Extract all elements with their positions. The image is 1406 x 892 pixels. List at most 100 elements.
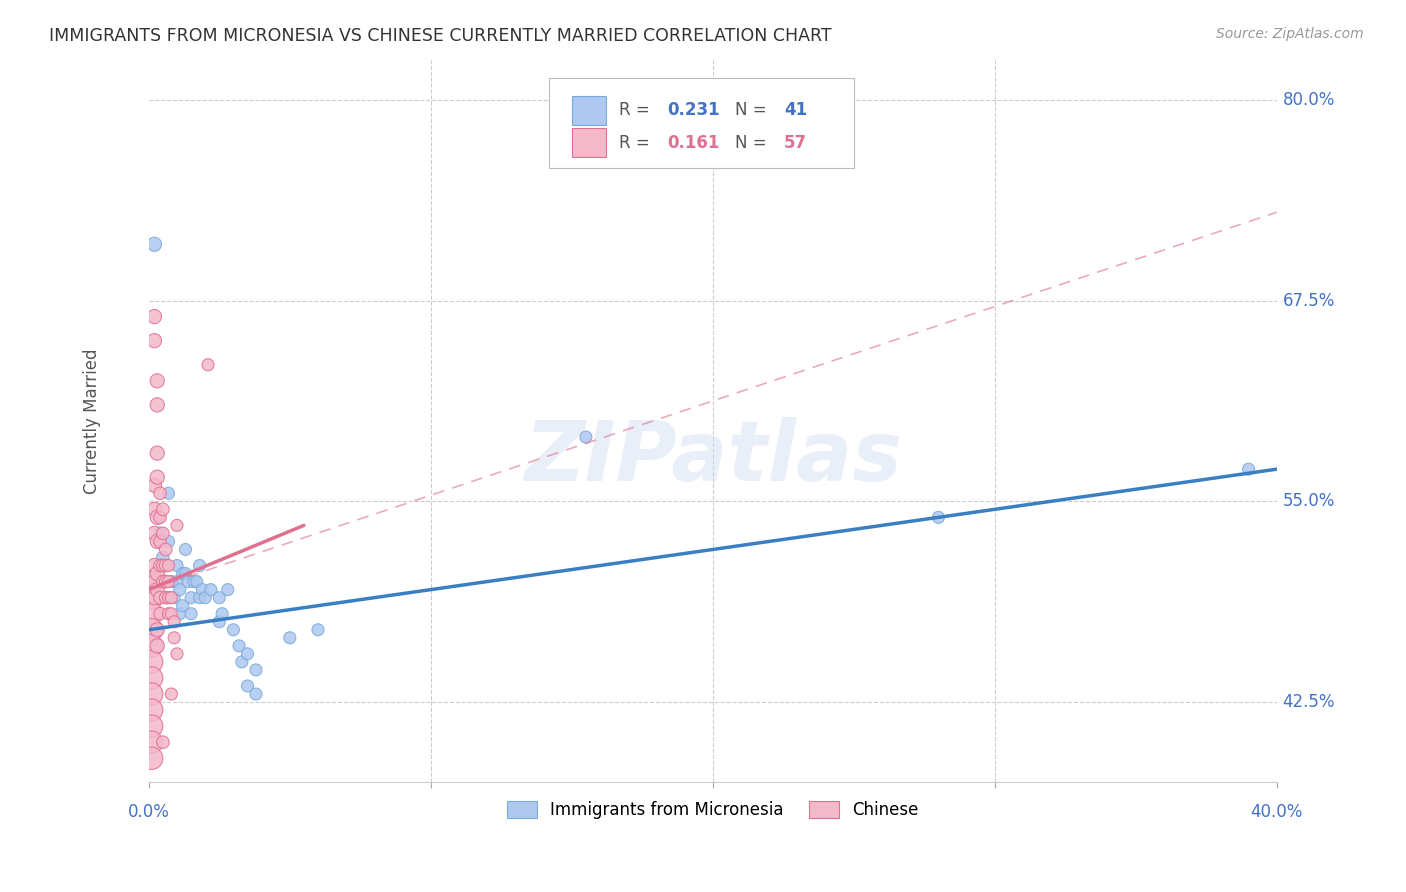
Point bbox=[163, 631, 186, 645]
Point bbox=[149, 558, 172, 573]
Point bbox=[177, 574, 200, 589]
Point bbox=[149, 486, 172, 500]
Point bbox=[166, 558, 188, 573]
Point bbox=[149, 510, 172, 524]
Text: Source: ZipAtlas.com: Source: ZipAtlas.com bbox=[1216, 27, 1364, 41]
Point bbox=[149, 526, 172, 541]
Point bbox=[152, 550, 174, 565]
Point bbox=[160, 574, 183, 589]
Point bbox=[141, 719, 163, 733]
Point bbox=[174, 542, 197, 557]
Text: 40.0%: 40.0% bbox=[1250, 803, 1303, 822]
Point bbox=[157, 607, 180, 621]
Point bbox=[143, 502, 166, 516]
Text: 0.161: 0.161 bbox=[668, 134, 720, 152]
Point bbox=[236, 647, 259, 661]
Text: N =: N = bbox=[735, 134, 772, 152]
Point bbox=[146, 639, 169, 653]
Point bbox=[141, 623, 163, 637]
Point bbox=[188, 558, 211, 573]
Point bbox=[146, 446, 169, 460]
Point bbox=[217, 582, 239, 597]
Point bbox=[146, 510, 169, 524]
Text: ZIPatlas: ZIPatlas bbox=[524, 417, 901, 498]
FancyBboxPatch shape bbox=[572, 95, 606, 125]
Point bbox=[141, 639, 163, 653]
Text: 55.0%: 55.0% bbox=[1282, 492, 1334, 510]
Text: 0.231: 0.231 bbox=[668, 101, 720, 120]
Point bbox=[141, 591, 163, 605]
Point bbox=[166, 574, 188, 589]
Point bbox=[163, 591, 186, 605]
Point bbox=[146, 623, 169, 637]
Point bbox=[152, 574, 174, 589]
Text: 80.0%: 80.0% bbox=[1282, 91, 1334, 109]
Point bbox=[143, 591, 166, 605]
Text: R =: R = bbox=[619, 134, 655, 152]
Point bbox=[146, 470, 169, 484]
Point bbox=[141, 607, 163, 621]
Point bbox=[143, 334, 166, 348]
Point bbox=[146, 374, 169, 388]
Point bbox=[236, 679, 259, 693]
Point bbox=[174, 566, 197, 581]
Point bbox=[141, 574, 163, 589]
Point bbox=[157, 558, 180, 573]
Legend: Immigrants from Micronesia, Chinese: Immigrants from Micronesia, Chinese bbox=[501, 795, 925, 826]
Point bbox=[146, 398, 169, 412]
Point bbox=[1237, 462, 1260, 476]
Point bbox=[278, 631, 301, 645]
Point bbox=[149, 591, 172, 605]
Point bbox=[228, 639, 250, 653]
Text: 42.5%: 42.5% bbox=[1282, 693, 1334, 711]
Point bbox=[143, 237, 166, 252]
Point bbox=[245, 687, 267, 701]
Point bbox=[141, 687, 163, 701]
Point bbox=[166, 518, 188, 533]
Text: N =: N = bbox=[735, 101, 772, 120]
Point bbox=[149, 534, 172, 549]
Point bbox=[191, 582, 214, 597]
Point bbox=[157, 574, 180, 589]
Point bbox=[152, 526, 174, 541]
Point bbox=[157, 486, 180, 500]
Point bbox=[197, 358, 219, 372]
Point bbox=[141, 703, 163, 717]
Point bbox=[160, 591, 183, 605]
Point bbox=[222, 623, 245, 637]
Point bbox=[160, 687, 183, 701]
Point bbox=[143, 310, 166, 324]
Text: 67.5%: 67.5% bbox=[1282, 292, 1334, 310]
Point bbox=[208, 615, 231, 629]
Point bbox=[157, 591, 180, 605]
Point bbox=[157, 534, 180, 549]
Point bbox=[180, 607, 202, 621]
Point bbox=[149, 607, 172, 621]
Point bbox=[200, 582, 222, 597]
Point bbox=[183, 574, 205, 589]
Text: 41: 41 bbox=[785, 101, 807, 120]
Point bbox=[180, 591, 202, 605]
Point bbox=[307, 623, 329, 637]
Point bbox=[143, 526, 166, 541]
Point bbox=[575, 430, 598, 444]
Point bbox=[141, 671, 163, 685]
Point bbox=[141, 655, 163, 669]
Text: 0.0%: 0.0% bbox=[128, 803, 170, 822]
Text: IMMIGRANTS FROM MICRONESIA VS CHINESE CURRENTLY MARRIED CORRELATION CHART: IMMIGRANTS FROM MICRONESIA VS CHINESE CU… bbox=[49, 27, 832, 45]
Point bbox=[172, 566, 194, 581]
Point bbox=[155, 574, 177, 589]
Point bbox=[186, 574, 208, 589]
Point bbox=[155, 542, 177, 557]
Point bbox=[143, 478, 166, 492]
Point bbox=[143, 574, 166, 589]
Point bbox=[169, 607, 191, 621]
Point bbox=[146, 534, 169, 549]
Point bbox=[194, 591, 217, 605]
Point bbox=[155, 558, 177, 573]
FancyBboxPatch shape bbox=[572, 128, 606, 157]
FancyBboxPatch shape bbox=[550, 78, 853, 168]
Point bbox=[172, 599, 194, 613]
Text: Currently Married: Currently Married bbox=[83, 348, 101, 494]
Text: 57: 57 bbox=[785, 134, 807, 152]
